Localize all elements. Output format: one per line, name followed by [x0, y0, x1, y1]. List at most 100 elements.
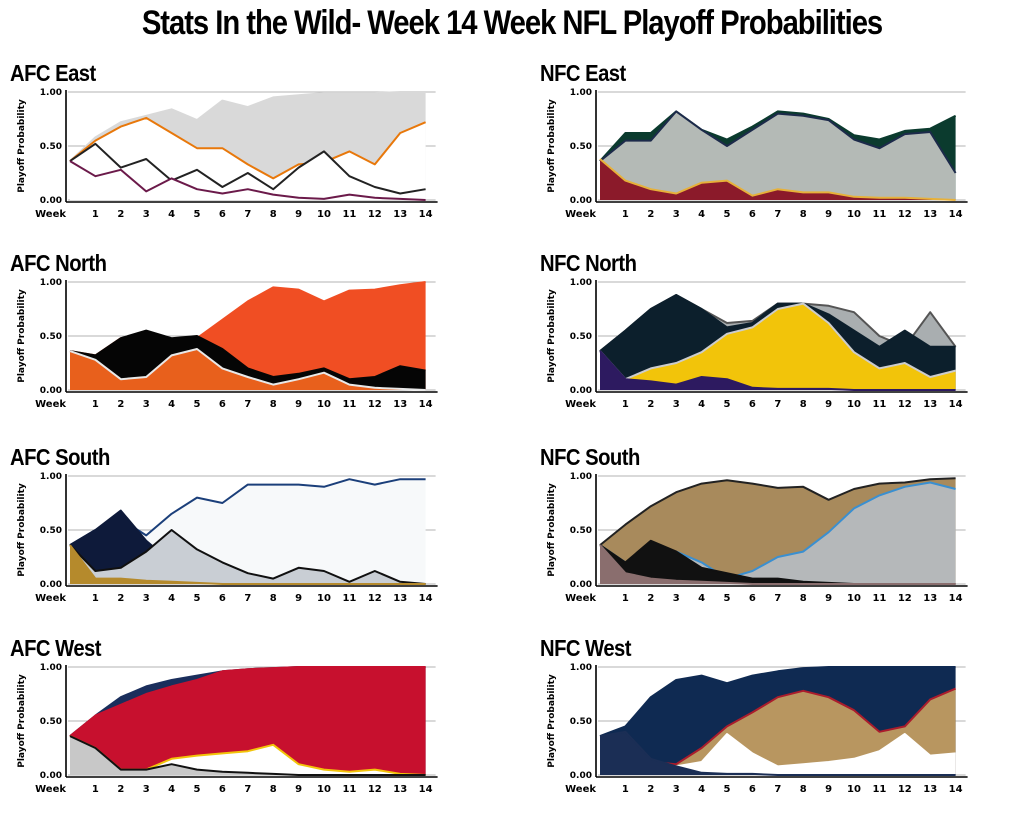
x-tick-label: 14 — [419, 209, 433, 220]
y-tick-label: 0.50 — [570, 717, 592, 727]
x-tick-label: 6 — [219, 399, 226, 410]
y-tick-label: 1.00 — [570, 278, 592, 288]
x-tick-label: 14 — [419, 399, 433, 410]
series-area-3 — [70, 161, 426, 200]
y-tick-label: 1.00 — [570, 663, 592, 673]
y-tick-label: 0.00 — [570, 196, 592, 206]
series-line-2 — [69, 529, 426, 585]
chart-panel-afc-north: 0.00 0.50 1.00 Playoff Probability Week 1 2 3 4 5… — [10, 250, 460, 415]
x-tick-label: 1 — [92, 209, 99, 220]
series-line-3 — [69, 735, 426, 776]
x-tick-label: Week — [35, 399, 66, 410]
x-tick-label: 11 — [342, 784, 356, 795]
x-tick-label: 6 — [749, 593, 756, 604]
y-axis-label: Playoff Probability — [547, 483, 557, 577]
series-area-3 — [70, 736, 426, 775]
x-tick-label: 8 — [270, 784, 277, 795]
y-tick-label: 1.00 — [40, 88, 62, 98]
x-tick-label: 14 — [949, 784, 963, 795]
x-tick-label: 6 — [749, 399, 756, 410]
x-tick-label: 5 — [724, 209, 731, 220]
x-tick-label: 9 — [825, 209, 832, 220]
series-area-2 — [70, 530, 426, 584]
x-tick-label: 8 — [270, 209, 277, 220]
series-line-0 — [69, 91, 426, 162]
x-tick-label: 11 — [872, 209, 886, 220]
x-tick-label: 5 — [194, 593, 201, 604]
series-area-2 — [600, 303, 956, 390]
series-line-3 — [599, 350, 956, 391]
x-tick-label: 6 — [219, 209, 226, 220]
x-tick-label: Week — [35, 593, 66, 604]
x-tick-label: 11 — [872, 399, 886, 410]
x-tick-label: 7 — [774, 784, 781, 795]
x-tick-label: 8 — [800, 209, 807, 220]
x-tick-label: 6 — [219, 784, 226, 795]
x-tick-label: 8 — [800, 593, 807, 604]
series-area-2 — [600, 540, 956, 584]
x-tick-label: 9 — [295, 209, 302, 220]
x-tick-label: 13 — [923, 209, 937, 220]
x-tick-label: 7 — [774, 399, 781, 410]
x-tick-label: 4 — [168, 209, 175, 220]
series-area-3 — [70, 545, 426, 584]
y-tick-label: 0.00 — [40, 771, 62, 781]
x-tick-label: 9 — [295, 784, 302, 795]
x-tick-label: Week — [565, 209, 596, 220]
series-line-0 — [599, 477, 956, 546]
x-tick-label: 2 — [117, 593, 124, 604]
y-axis-label: Playoff Probability — [17, 674, 27, 768]
x-tick-label: 8 — [270, 593, 277, 604]
y-axis-label: Playoff Probability — [547, 289, 557, 383]
series-line-2 — [69, 142, 426, 195]
x-tick-label: 4 — [168, 784, 175, 795]
series-line-3 — [69, 160, 426, 201]
series-line-2 — [599, 302, 956, 381]
chart-title: AFC West — [10, 635, 102, 661]
chart-panel-nfc-north: 0.00 0.50 1.00 Playoff Probability Week 1 2 3 4 5… — [540, 250, 990, 415]
chart-title: NFC East — [540, 60, 626, 86]
x-tick-label: 14 — [949, 399, 963, 410]
series-line-1 — [599, 294, 956, 352]
x-tick-label: 8 — [800, 399, 807, 410]
y-axis-label: Playoff Probability — [17, 289, 27, 383]
y-tick-label: 0.50 — [570, 142, 592, 152]
x-tick-label: 3 — [143, 784, 150, 795]
y-tick-label: 1.00 — [40, 472, 62, 482]
x-tick-label: 12 — [898, 399, 912, 410]
y-tick-label: 0.00 — [570, 580, 592, 590]
x-tick-label: 12 — [368, 593, 382, 604]
chart-panel-nfc-south: 0.00 0.50 1.00 Playoff Probability Week 1 2 3 4 5… — [540, 444, 990, 609]
x-tick-label: 5 — [194, 784, 201, 795]
x-tick-label: 5 — [194, 209, 201, 220]
chart-title: NFC South — [540, 444, 640, 470]
x-tick-label: 12 — [368, 784, 382, 795]
x-tick-label: 14 — [419, 784, 433, 795]
x-tick-label: 1 — [92, 593, 99, 604]
chart-panel-afc-west: 0.00 0.50 1.00 Playoff Probability Week 1 2 3 4 5… — [10, 635, 460, 800]
x-tick-label: 3 — [143, 209, 150, 220]
y-tick-label: 0.00 — [40, 196, 62, 206]
x-tick-label: 9 — [825, 399, 832, 410]
chart-panel-afc-south: 0.00 0.50 1.00 Playoff Probability Week 1 2 3 4 5… — [10, 444, 460, 609]
page-title: Stats In the Wild- Week 14 Week NFL Play… — [141, 4, 883, 42]
series-line-1 — [69, 116, 426, 180]
x-tick-label: 4 — [168, 399, 175, 410]
x-tick-label: 11 — [342, 399, 356, 410]
series-line-3 — [69, 544, 426, 585]
x-tick-label: 13 — [923, 593, 937, 604]
chart-title: AFC East — [10, 60, 96, 86]
x-tick-label: 3 — [143, 399, 150, 410]
series-line-3 — [599, 730, 956, 776]
series-line-0 — [599, 666, 956, 738]
x-tick-label: 7 — [774, 593, 781, 604]
x-tick-label: 4 — [698, 784, 705, 795]
x-tick-label: 10 — [317, 784, 331, 795]
x-tick-label: 13 — [923, 399, 937, 410]
x-tick-label: 7 — [244, 593, 251, 604]
